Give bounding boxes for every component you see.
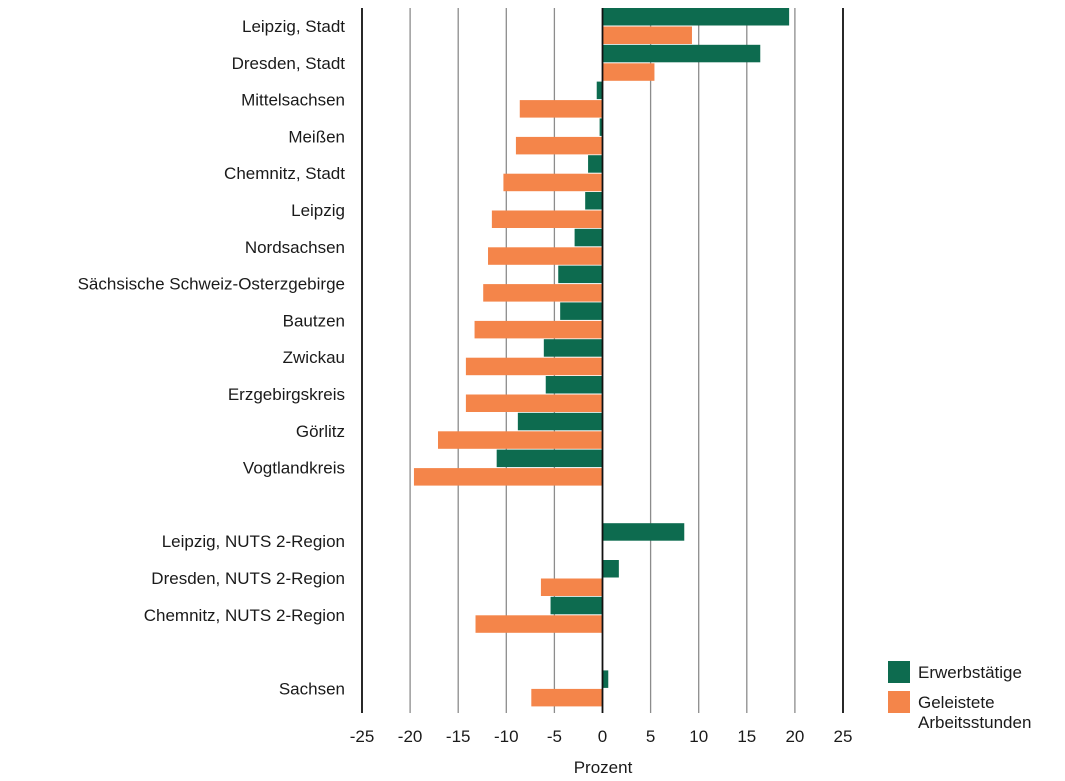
x-tick-label: -15: [446, 727, 471, 746]
bar: [545, 376, 603, 394]
x-tick-label: -5: [547, 727, 562, 746]
bar: [483, 284, 603, 302]
bar: [531, 688, 603, 707]
category-label: Erzgebirgskreis: [228, 385, 345, 404]
category-label: Sachsen: [279, 679, 345, 698]
x-tick-label: 5: [646, 727, 655, 746]
bar: [465, 357, 603, 376]
x-tick-label: 15: [737, 727, 756, 746]
bar: [602, 26, 692, 44]
legend-swatch: [888, 661, 910, 683]
bar: [585, 192, 603, 210]
bar: [602, 8, 790, 26]
bar: [515, 136, 603, 155]
bar: [474, 320, 603, 339]
bar: [540, 578, 603, 596]
category-label: Dresden, Stadt: [232, 54, 346, 73]
bar: [437, 431, 603, 449]
bar: [475, 615, 603, 633]
axis-frame: [361, 8, 844, 713]
category-label: Nordsachsen: [245, 238, 345, 257]
bar: [491, 210, 603, 228]
legend-swatch: [888, 691, 910, 713]
legend: Erwerbstätige Geleistete Arbeitsstunden: [888, 661, 1031, 732]
bar: [602, 523, 685, 541]
bar: [599, 118, 603, 136]
category-label: Leipzig: [291, 201, 345, 220]
bar: [602, 560, 619, 578]
category-label: Chemnitz, NUTS 2-Region: [144, 606, 345, 625]
category-label: Chemnitz, Stadt: [224, 164, 345, 183]
bar: [574, 228, 603, 247]
bar: [560, 302, 603, 320]
category-label: Leipzig, NUTS 2-Region: [162, 532, 345, 551]
category-label: Meißen: [288, 127, 345, 146]
bar: [558, 265, 603, 284]
category-labels: Leipzig, Stadt Dresden, Stadt Mittelsachse…: [78, 17, 346, 698]
bar: [602, 670, 609, 688]
x-tick-label: -20: [398, 727, 423, 746]
bar: [496, 449, 603, 468]
category-label: Görlitz: [296, 422, 345, 441]
bar: [602, 63, 655, 81]
category-label: Vogtlandkreis: [243, 459, 345, 478]
category-label: Sächsische Schweiz-Osterzgebirge: [78, 275, 345, 294]
bar: [596, 81, 603, 100]
bar: [465, 394, 603, 412]
x-axis-title: Prozent: [574, 758, 633, 777]
category-label: Dresden, NUTS 2-Region: [151, 569, 345, 588]
bar: [413, 468, 603, 486]
bar: [519, 100, 603, 118]
category-label: Bautzen: [283, 311, 345, 330]
legend-label: Geleistete Arbeitsstunden: [918, 693, 1031, 732]
x-tick-label: 0: [598, 727, 607, 746]
x-tick-label: 20: [785, 727, 804, 746]
bar: [517, 412, 603, 431]
legend-label: Erwerbstätige: [918, 663, 1022, 682]
x-tick-labels: -25 -20 -15 -10 -5 0 5 10 15 20 25: [350, 727, 853, 746]
x-tick-label: -25: [350, 727, 375, 746]
bar: [602, 44, 761, 63]
category-label: Zwickau: [283, 348, 345, 367]
x-tick-label: -10: [494, 727, 519, 746]
category-label: Leipzig, Stadt: [242, 17, 345, 36]
bar: [588, 155, 603, 173]
category-label: Mittelsachsen: [241, 91, 345, 110]
x-tick-label: 10: [689, 727, 708, 746]
bars: [413, 8, 790, 707]
bar: [503, 173, 603, 192]
x-tick-label: 25: [834, 727, 853, 746]
bar: [543, 339, 603, 357]
bar: [550, 596, 603, 615]
bar: [488, 247, 603, 265]
